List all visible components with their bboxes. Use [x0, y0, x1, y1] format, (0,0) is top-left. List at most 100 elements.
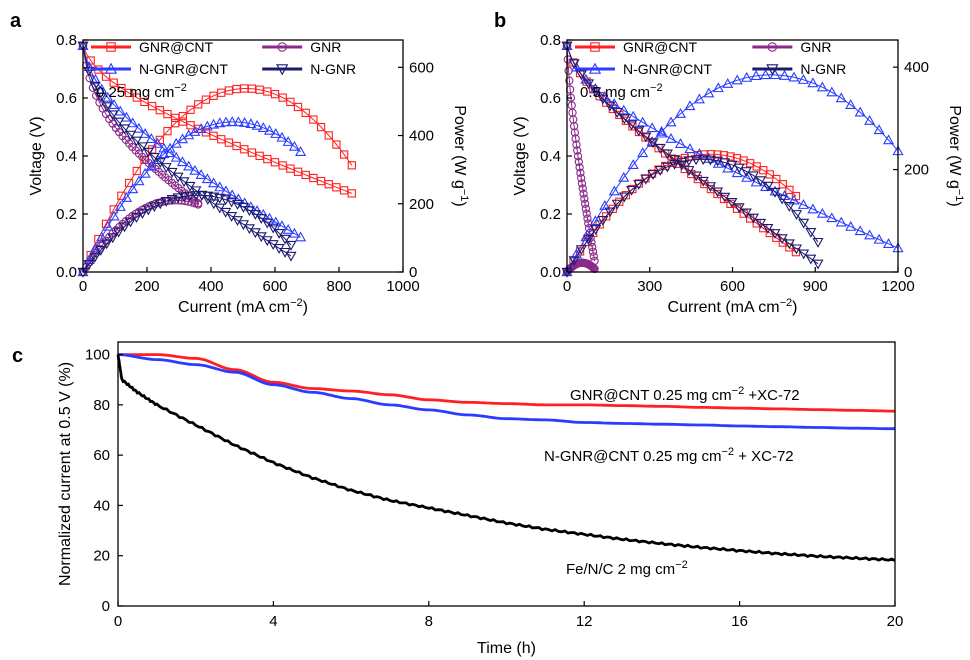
voltage-point: [89, 73, 101, 84]
legend-marker: [276, 64, 289, 76]
voltage-point: [676, 160, 688, 171]
power-point: [684, 100, 696, 111]
voltage-point: [674, 138, 687, 148]
power-point: [765, 170, 774, 179]
power-point: [722, 77, 734, 88]
power-point: [785, 185, 794, 195]
power-point: [805, 228, 817, 238]
power-point: [788, 71, 800, 82]
voltage-point: [347, 189, 356, 198]
voltage-point: [573, 152, 583, 161]
y2-tick-label: 200: [904, 162, 929, 179]
voltage-point: [125, 130, 137, 141]
power-point: [726, 160, 738, 171]
power-point: [798, 218, 810, 229]
power-point: [747, 171, 760, 182]
power-point: [154, 199, 166, 210]
voltage-point: [148, 153, 160, 163]
voltage-point: [158, 142, 170, 153]
power-point: [174, 196, 183, 205]
voltage-point: [208, 177, 220, 188]
power-point: [719, 158, 731, 169]
x-tick-label: 8: [425, 613, 433, 630]
power-point: [807, 77, 819, 88]
power-point: [647, 170, 659, 180]
power-point: [731, 74, 743, 85]
y-tick-label: 40: [93, 497, 110, 514]
x-tick-label: 12: [576, 613, 593, 630]
legend-label: GNR@CNT: [139, 39, 214, 55]
voltage-point: [640, 132, 652, 143]
y-axis-label: Voltage (V): [28, 116, 45, 195]
voltage-curve: [566, 45, 899, 249]
voltage-point: [183, 160, 195, 171]
power-point: [142, 205, 154, 216]
power-point: [347, 161, 356, 170]
voltage-point: [873, 233, 885, 244]
voltage-point: [633, 126, 645, 137]
voltage-point: [214, 181, 226, 192]
voltage-point: [578, 184, 587, 193]
power-point: [83, 260, 95, 271]
x-tick-label: 300: [637, 278, 662, 295]
power-point: [690, 155, 702, 166]
power-point: [750, 70, 762, 81]
power-point: [270, 128, 282, 138]
power-point: [316, 122, 326, 132]
voltage-point: [102, 91, 114, 102]
power-point: [726, 152, 735, 161]
power-point: [194, 100, 203, 109]
power-point: [590, 225, 602, 235]
power-point: [703, 87, 715, 98]
power-point: [261, 218, 273, 229]
power-point: [674, 107, 687, 118]
power-point: [697, 155, 709, 166]
voltage-point: [577, 173, 586, 183]
power-point: [293, 102, 303, 112]
power-point: [778, 180, 788, 189]
power-point: [251, 119, 263, 130]
voltage-point: [133, 122, 145, 133]
legend-label: N-GNR: [310, 61, 356, 77]
power-point: [776, 194, 788, 205]
voltage-point: [661, 149, 673, 160]
x-tick-label: 1200: [881, 278, 914, 295]
power-point: [332, 140, 341, 149]
voltage-point: [722, 162, 734, 173]
voltage-point: [270, 216, 282, 227]
power-point: [580, 231, 592, 242]
voltage-point: [575, 163, 584, 172]
voltage-point: [127, 117, 139, 128]
voltage-point: [776, 234, 788, 245]
power-point: [160, 197, 172, 207]
voltage-point: [152, 137, 164, 148]
power-point: [239, 116, 251, 127]
power-point: [339, 150, 349, 159]
voltage-point: [124, 88, 134, 98]
voltage-point: [130, 136, 143, 147]
voltage-point: [263, 212, 276, 223]
voltage-point: [570, 128, 580, 137]
power-point: [267, 223, 279, 234]
voltage-point: [140, 97, 149, 107]
voltage-point: [580, 194, 589, 203]
series-line-gnr_cnt: [118, 353, 895, 413]
voltage-point: [740, 208, 752, 219]
x-tick-label: 200: [134, 278, 159, 295]
plot-frame: [117, 341, 896, 607]
legend-marker: [767, 42, 778, 52]
power-point: [769, 187, 781, 198]
x-tick-label: 20: [887, 613, 904, 630]
power-point: [166, 195, 178, 205]
power-point: [589, 215, 601, 226]
power-point: [276, 131, 288, 142]
series-GNR@CNT: [562, 41, 801, 277]
power-point: [245, 118, 257, 129]
voltage-point: [690, 171, 702, 182]
voltage-point: [189, 164, 201, 175]
power-point: [163, 127, 172, 136]
power-point: [89, 252, 101, 263]
power-point: [790, 210, 803, 220]
legend-marker: [106, 42, 116, 52]
voltage-point: [864, 229, 876, 240]
